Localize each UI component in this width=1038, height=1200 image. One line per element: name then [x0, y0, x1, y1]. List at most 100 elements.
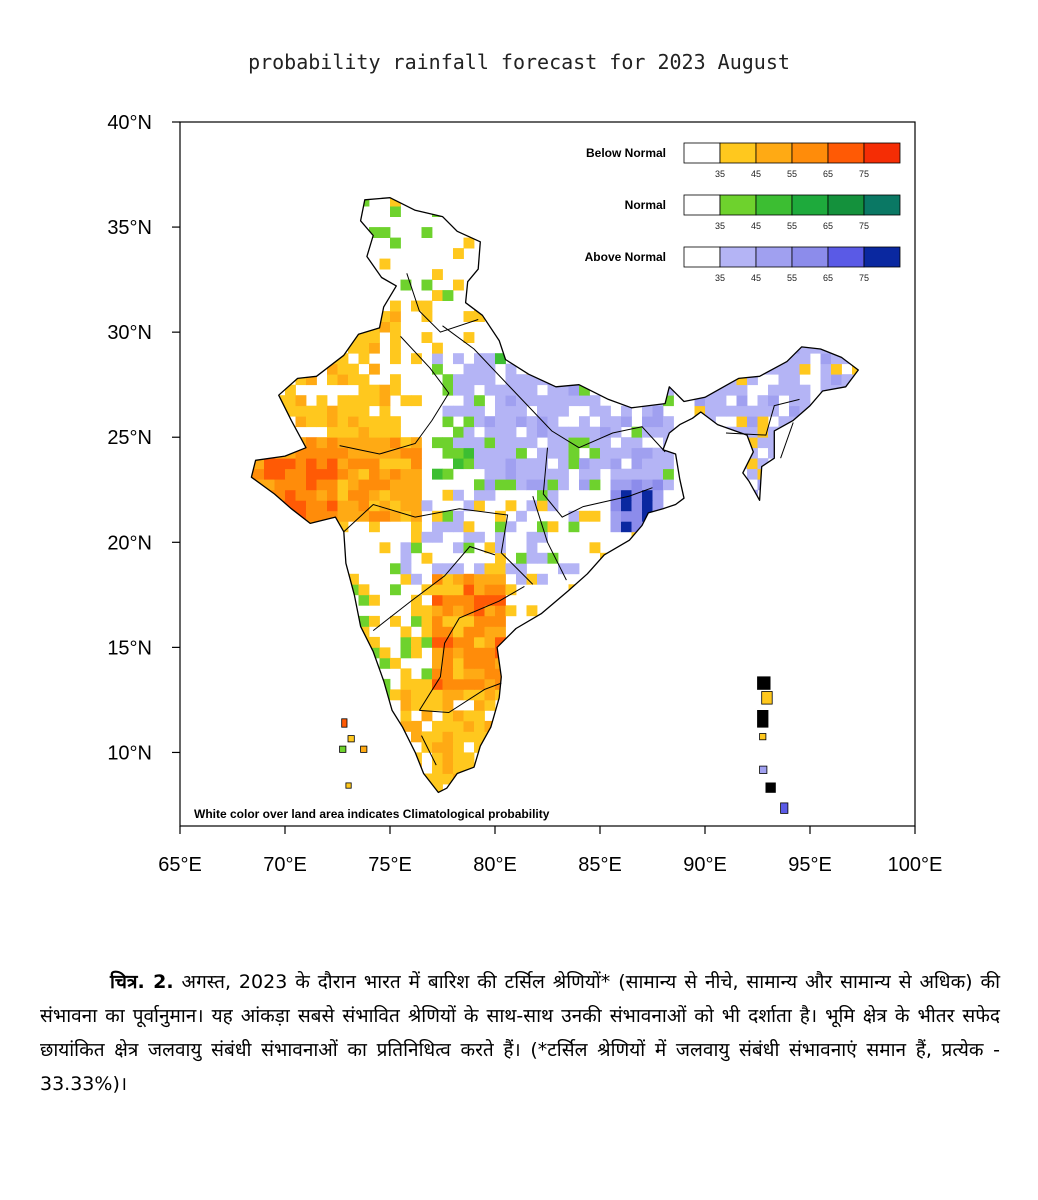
forecast-cell [516, 720, 527, 732]
forecast-cell [442, 563, 454, 575]
forecast-cell [694, 321, 706, 333]
forecast-cell [694, 784, 706, 793]
forecast-cell [264, 248, 275, 259]
forecast-cell [453, 405, 464, 417]
forecast-cell [484, 763, 496, 774]
forecast-cell [831, 763, 842, 774]
forecast-cell [694, 489, 706, 501]
forecast-cell [642, 416, 653, 428]
forecast-cell [453, 374, 464, 386]
forecast-cell [852, 795, 863, 806]
forecast-cell [600, 458, 611, 470]
forecast-cell [463, 784, 475, 793]
forecast-cell [768, 479, 779, 491]
forecast-cell [295, 374, 307, 386]
forecast-cell [663, 447, 674, 459]
forecast-cell [568, 741, 580, 753]
map-title: probability rainfall forecast for 2023 A… [248, 50, 790, 74]
forecast-cell [484, 615, 496, 627]
forecast-cell [537, 489, 548, 501]
forecast-cell [610, 605, 622, 617]
forecast-cell [442, 290, 454, 301]
forecast-cell [726, 279, 737, 291]
forecast-cell [747, 426, 758, 438]
forecast-cell [474, 479, 485, 491]
forecast-cell [251, 720, 254, 732]
legend-swatch [755, 246, 793, 268]
forecast-cell [358, 384, 370, 396]
forecast-cell [484, 668, 496, 680]
forecast-cell [589, 710, 601, 722]
forecast-cell [526, 395, 538, 407]
forecast-cell [547, 710, 559, 722]
forecast-cell [600, 185, 611, 196]
forecast-cell [747, 795, 758, 806]
forecast-cell [537, 795, 548, 806]
legend-swatch [683, 142, 721, 164]
forecast-cell [799, 678, 811, 690]
forecast-cell [852, 731, 859, 743]
legend-swatch [755, 194, 793, 216]
forecast-cell [316, 657, 328, 669]
forecast-cell [526, 384, 538, 396]
forecast-cell [705, 741, 716, 753]
forecast-cell [253, 647, 265, 659]
legend-tick-label: 65 [823, 273, 833, 283]
forecast-cell [778, 678, 790, 690]
forecast-cell [495, 384, 506, 396]
forecast-cell [369, 342, 380, 354]
forecast-cell [251, 374, 254, 386]
forecast-cell [526, 773, 538, 785]
forecast-cell [316, 227, 328, 238]
forecast-cell [715, 426, 727, 438]
forecast-cell [831, 678, 842, 690]
forecast-cell [799, 468, 811, 480]
forecast-cell [358, 437, 370, 449]
forecast-cell [694, 689, 706, 701]
y-tick-label: 35°N [107, 217, 152, 239]
forecast-cell [285, 773, 296, 785]
forecast-cell [442, 605, 454, 617]
forecast-cell [715, 563, 727, 575]
forecast-cell [726, 363, 737, 375]
forecast-cell [652, 405, 664, 417]
forecast-cell [642, 500, 653, 512]
forecast-cell [852, 384, 859, 396]
forecast-cell [285, 363, 296, 375]
forecast-cell [295, 752, 307, 764]
forecast-cell [799, 784, 811, 793]
forecast-cell [411, 479, 422, 491]
forecast-cell [432, 342, 443, 354]
island-cell [757, 710, 769, 728]
forecast-cell [453, 689, 464, 701]
forecast-cell [715, 552, 727, 564]
forecast-cell [852, 332, 859, 343]
legend-tick-label: 45 [751, 169, 761, 179]
forecast-cell [558, 710, 569, 722]
forecast-cell [463, 710, 475, 722]
forecast-cell [379, 479, 391, 491]
forecast-cell [652, 479, 664, 491]
forecast-cell [820, 763, 832, 774]
forecast-cell [390, 784, 401, 793]
forecast-cell [747, 784, 758, 793]
forecast-cell [327, 657, 338, 669]
forecast-cell [400, 437, 412, 449]
y-tick-label: 40°N [107, 112, 152, 134]
forecast-cell [337, 374, 349, 386]
forecast-cell [400, 468, 412, 480]
forecast-cell [852, 500, 859, 512]
forecast-cell [841, 573, 853, 585]
forecast-cell [253, 521, 265, 533]
forecast-cell [295, 500, 307, 512]
forecast-cell [778, 741, 790, 753]
forecast-cell [358, 636, 370, 648]
forecast-cell [505, 248, 517, 259]
forecast-cell [789, 699, 800, 711]
forecast-cell [274, 269, 286, 280]
forecast-cell [736, 279, 748, 291]
forecast-cell [421, 689, 433, 701]
forecast-cell [274, 416, 286, 428]
forecast-cell [590, 185, 601, 196]
forecast-cell [285, 395, 296, 407]
